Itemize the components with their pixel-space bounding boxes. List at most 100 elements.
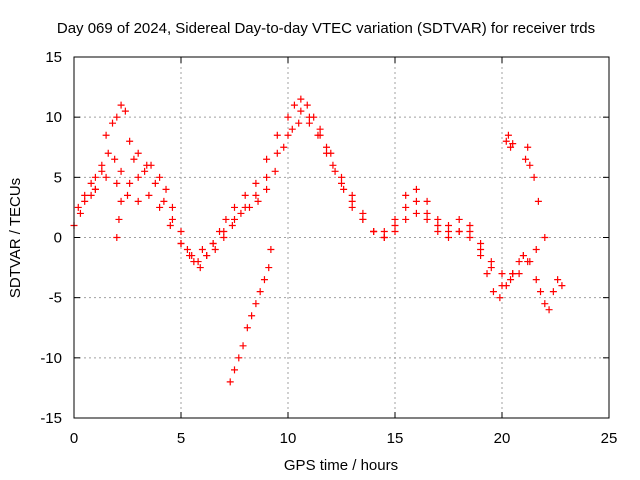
data-point bbox=[124, 191, 131, 199]
data-point bbox=[530, 173, 538, 181]
data-point bbox=[359, 215, 367, 223]
data-point bbox=[254, 197, 262, 205]
data-point bbox=[273, 149, 281, 157]
data-point bbox=[498, 282, 506, 290]
data-point bbox=[91, 173, 99, 181]
data-point bbox=[323, 143, 331, 151]
y-axis-label: SDTVAR / TECUs bbox=[7, 178, 24, 298]
data-point bbox=[412, 209, 420, 217]
data-point bbox=[168, 215, 176, 223]
data-point bbox=[145, 191, 153, 199]
data-point bbox=[196, 264, 204, 272]
x-tick-label: 15 bbox=[387, 430, 404, 447]
data-point bbox=[252, 179, 260, 187]
x-tick-label: 5 bbox=[177, 430, 185, 447]
data-point bbox=[74, 203, 82, 211]
data-point bbox=[160, 197, 168, 205]
data-point bbox=[102, 173, 110, 181]
data-point bbox=[496, 294, 504, 302]
data-point bbox=[222, 215, 230, 223]
data-point bbox=[338, 179, 345, 187]
data-point bbox=[515, 270, 523, 278]
y-tick-label: -5 bbox=[49, 290, 62, 307]
data-point bbox=[402, 215, 410, 223]
data-point bbox=[434, 215, 442, 223]
data-point bbox=[220, 227, 228, 235]
x-tick-label: 25 bbox=[601, 430, 618, 447]
data-point bbox=[260, 276, 268, 284]
data-point bbox=[423, 197, 431, 205]
data-point bbox=[423, 215, 431, 223]
data-point bbox=[126, 137, 134, 145]
data-point bbox=[87, 191, 95, 199]
data-point bbox=[391, 215, 399, 223]
x-tick-label: 20 bbox=[494, 430, 511, 447]
data-point bbox=[81, 191, 89, 199]
data-point bbox=[280, 143, 288, 151]
data-point bbox=[380, 227, 388, 235]
data-point bbox=[243, 324, 251, 332]
data-point bbox=[104, 149, 112, 157]
data-point bbox=[348, 191, 356, 199]
data-point bbox=[126, 179, 134, 187]
data-point bbox=[288, 125, 296, 133]
data-point bbox=[117, 197, 125, 205]
data-point bbox=[231, 366, 238, 374]
data-point bbox=[487, 264, 495, 272]
data-point bbox=[271, 167, 279, 175]
data-point bbox=[220, 234, 228, 241]
data-point bbox=[130, 155, 138, 163]
data-point bbox=[256, 288, 264, 296]
data-point bbox=[524, 258, 532, 266]
data-point bbox=[76, 209, 84, 217]
data-point bbox=[297, 107, 305, 115]
data-point bbox=[102, 131, 110, 139]
data-point bbox=[359, 209, 367, 217]
data-point bbox=[198, 246, 206, 254]
data-point bbox=[498, 270, 506, 278]
data-point bbox=[519, 252, 527, 260]
data-point bbox=[370, 227, 378, 235]
series-dip-segment bbox=[226, 246, 275, 386]
data-point bbox=[423, 209, 431, 217]
y-tick-label: -15 bbox=[40, 410, 62, 427]
data-point bbox=[91, 185, 99, 193]
data-point bbox=[263, 155, 271, 163]
data-point bbox=[177, 240, 185, 248]
data-point bbox=[402, 203, 410, 211]
data-point bbox=[477, 240, 485, 248]
data-point bbox=[545, 306, 553, 314]
series-spur-21.2 bbox=[522, 143, 542, 205]
data-point bbox=[380, 234, 388, 241]
y-tick-label: 10 bbox=[45, 109, 62, 126]
data-point bbox=[541, 234, 549, 241]
data-point bbox=[502, 137, 510, 145]
y-tick-label: 0 bbox=[54, 230, 62, 247]
data-point bbox=[290, 101, 298, 109]
data-point bbox=[111, 155, 119, 163]
chart-title: Day 069 of 2024, Sidereal Day-to-day VTE… bbox=[57, 20, 595, 37]
data-point bbox=[134, 149, 142, 157]
axis-ticks: 0 5 10 15 20 25 -15 -10 -5 0 5 10 15 bbox=[40, 49, 617, 447]
data-point bbox=[239, 342, 247, 350]
series-spur-2.0 bbox=[113, 197, 125, 241]
data-point bbox=[188, 252, 196, 260]
data-point bbox=[509, 140, 517, 148]
data-point bbox=[226, 378, 234, 386]
x-axis-label: GPS time / hours bbox=[284, 457, 398, 474]
data-point bbox=[228, 221, 236, 229]
series-spur-20.2 bbox=[502, 131, 517, 151]
data-point bbox=[98, 161, 106, 169]
data-point bbox=[434, 221, 442, 229]
data-point bbox=[327, 149, 335, 157]
data-point bbox=[87, 179, 95, 187]
data-point bbox=[348, 203, 356, 211]
data-point bbox=[235, 354, 243, 362]
y-tick-label: 15 bbox=[45, 49, 62, 66]
data-point bbox=[524, 143, 532, 151]
data-point bbox=[526, 161, 534, 169]
data-point bbox=[252, 191, 260, 199]
data-point bbox=[466, 221, 474, 229]
y-tick-label: -10 bbox=[40, 350, 62, 367]
